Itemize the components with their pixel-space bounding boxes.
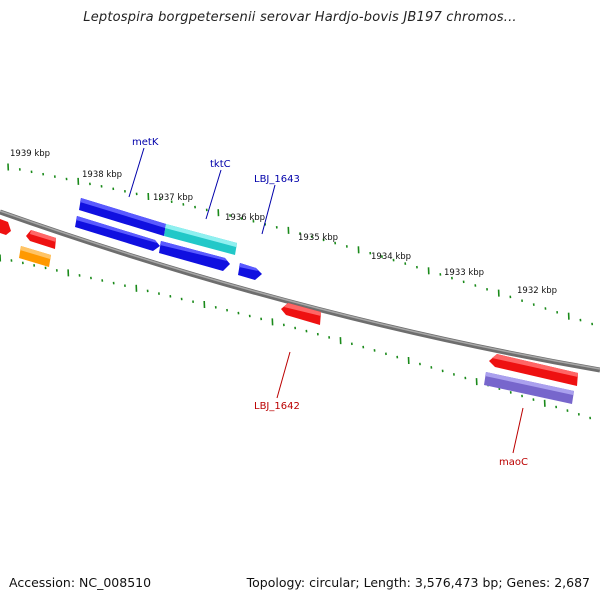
gene-forward-cds-1[interactable] bbox=[75, 216, 160, 251]
leader-LBJ_1643 bbox=[261, 184, 276, 235]
gene-label-tktC[interactable]: tktC bbox=[210, 159, 231, 170]
leader-LBJ_1642 bbox=[276, 351, 291, 399]
chromosome-backbone-highlight bbox=[0, 210, 600, 370]
scale-label-1936: 1936 kbp bbox=[225, 213, 265, 223]
scale-label-1937: 1937 kbp bbox=[153, 193, 193, 203]
gene-label-metK[interactable]: metK bbox=[132, 137, 159, 148]
gene-maoC[interactable] bbox=[484, 372, 574, 404]
gene-LBJ_1643[interactable] bbox=[238, 263, 262, 280]
gene-reverse-cds-right[interactable] bbox=[489, 354, 578, 386]
gene-label-maoC[interactable]: maoC bbox=[499, 457, 528, 468]
gene-label-LBJ_1643[interactable]: LBJ_1643 bbox=[254, 174, 300, 185]
scale-label-1934: 1934 kbp bbox=[371, 252, 411, 262]
gene-reverse-cds-left-edge[interactable] bbox=[0, 219, 11, 235]
scale-label-1939: 1939 kbp bbox=[10, 149, 50, 159]
gene-orange-cds[interactable] bbox=[19, 246, 51, 267]
gene-reverse-cds-left[interactable] bbox=[26, 230, 56, 249]
outer-scale-ring bbox=[7, 163, 594, 326]
scale-label-1935: 1935 kbp bbox=[298, 233, 338, 243]
gene-metK[interactable] bbox=[79, 198, 166, 236]
gene-label-LBJ_1642[interactable]: LBJ_1642 bbox=[254, 401, 300, 412]
leader-metK bbox=[128, 147, 145, 198]
accession-text: Accession: NC_008510 bbox=[9, 575, 152, 590]
gene-LBJ_1642[interactable] bbox=[281, 303, 321, 325]
leader-tktC bbox=[205, 169, 222, 220]
gene-forward-cds-2[interactable] bbox=[159, 241, 230, 271]
chromosome-backbone bbox=[0, 209, 600, 373]
gene-tktC[interactable] bbox=[164, 224, 237, 255]
map-title: Leptospira borgpetersenii serovar Hardjo… bbox=[83, 10, 517, 25]
scale-label-1933: 1933 kbp bbox=[444, 268, 484, 278]
inner-scale-ring bbox=[0, 254, 592, 420]
scale-label-1932: 1932 kbp bbox=[517, 286, 557, 296]
topology-text: Topology: circular; Length: 3,576,473 bp… bbox=[246, 575, 590, 590]
scale-label-1938: 1938 kbp bbox=[82, 170, 122, 180]
leader-maoC bbox=[512, 407, 524, 454]
